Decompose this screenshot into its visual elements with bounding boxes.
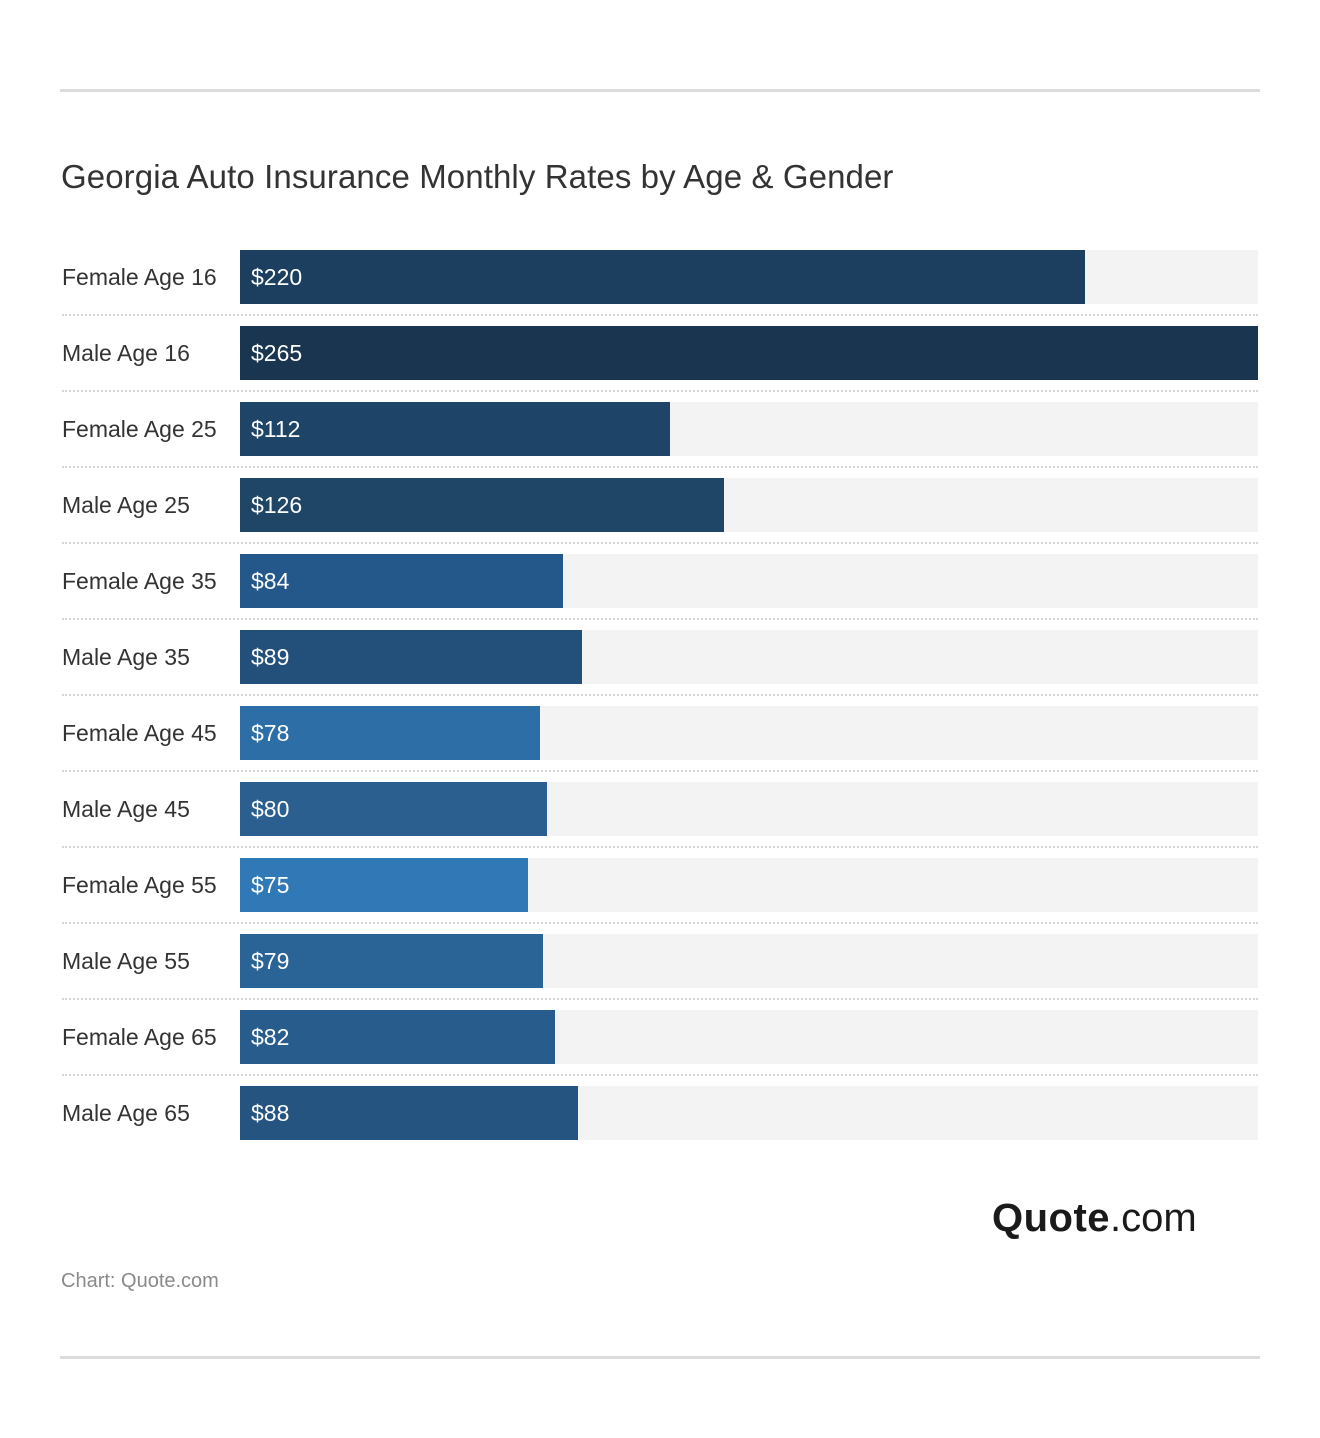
category-label: Female Age 65 <box>62 1024 217 1050</box>
bar-row: Female Age 45 $78 <box>60 706 1260 760</box>
bar: $75 <box>240 858 528 912</box>
bar-value-label: $112 <box>251 416 301 442</box>
bar: $78 <box>240 706 540 760</box>
category-label: Female Age 16 <box>62 264 217 290</box>
bar-row: Female Age 16 $220 <box>60 250 1260 304</box>
bar: $265 <box>240 326 1258 380</box>
bar: $89 <box>240 630 582 684</box>
chart-source: Chart: Quote.com <box>61 1270 219 1292</box>
category-label: Female Age 25 <box>62 416 217 442</box>
bar-row: Male Age 25 $126 <box>60 478 1260 532</box>
bar-track: $75 <box>240 858 1258 912</box>
bar: $80 <box>240 782 547 836</box>
bar-track: $80 <box>240 782 1258 836</box>
bar-row: Female Age 65 $82 <box>60 1010 1260 1064</box>
category-label: Female Age 45 <box>62 720 217 746</box>
bar-value-label: $88 <box>251 1100 290 1126</box>
bar-track: $88 <box>240 1086 1258 1140</box>
category-label: Female Age 35 <box>62 568 217 594</box>
chart-title: Georgia Auto Insurance Monthly Rates by … <box>61 158 894 195</box>
logo-wordmark: Quote <box>992 1196 1111 1240</box>
bar-value-label: $89 <box>251 644 290 670</box>
bar-value-label: $79 <box>251 948 290 974</box>
row-separator <box>62 390 1258 392</box>
row-separator <box>62 618 1258 620</box>
bar-value-label: $265 <box>251 340 303 366</box>
quote-logo: Quote.com <box>992 1196 1197 1241</box>
bar-track: $79 <box>240 934 1258 988</box>
bar-value-label: $220 <box>251 264 303 290</box>
bar-track: $112 <box>240 402 1258 456</box>
bar-value-label: $78 <box>251 720 290 746</box>
bar-row: Male Age 35 $89 <box>60 630 1260 684</box>
bar-row: Male Age 45 $80 <box>60 782 1260 836</box>
bar-chart: Female Age 16 $220 Male Age 16 $265 Female A… <box>60 250 1260 1150</box>
top-divider <box>60 89 1260 92</box>
bar: $220 <box>240 250 1085 304</box>
category-label: Male Age 55 <box>62 948 190 974</box>
bar-track: $82 <box>240 1010 1258 1064</box>
row-separator <box>62 846 1258 848</box>
category-label: Male Age 25 <box>62 492 190 518</box>
row-separator <box>62 1074 1258 1076</box>
row-separator <box>62 998 1258 1000</box>
row-separator <box>62 314 1258 316</box>
row-separator <box>62 770 1258 772</box>
bar-row: Female Age 25 $112 <box>60 402 1260 456</box>
bar-track: $78 <box>240 706 1258 760</box>
bar-value-label: $82 <box>251 1024 290 1050</box>
bar-value-label: $126 <box>251 492 303 518</box>
category-label: Male Age 65 <box>62 1100 190 1126</box>
bar-track: $84 <box>240 554 1258 608</box>
bar-track: $89 <box>240 630 1258 684</box>
category-label: Male Age 16 <box>62 340 190 366</box>
bar-value-label: $84 <box>251 568 290 594</box>
bar-track: $126 <box>240 478 1258 532</box>
row-separator <box>62 542 1258 544</box>
bar-row: Male Age 55 $79 <box>60 934 1260 988</box>
bar: $79 <box>240 934 543 988</box>
bar: $88 <box>240 1086 578 1140</box>
row-separator <box>62 922 1258 924</box>
bar-value-label: $75 <box>251 872 290 898</box>
row-separator <box>62 694 1258 696</box>
bar: $82 <box>240 1010 555 1064</box>
bar: $84 <box>240 554 563 608</box>
bottom-divider <box>60 1356 1260 1359</box>
bar-row: Female Age 35 $84 <box>60 554 1260 608</box>
bar-row: Male Age 16 $265 <box>60 326 1260 380</box>
bar-track: $220 <box>240 250 1258 304</box>
row-separator <box>62 466 1258 468</box>
bar-row: Female Age 55 $75 <box>60 858 1260 912</box>
bar-track: $265 <box>240 326 1258 380</box>
logo-domain: .com <box>1110 1196 1197 1240</box>
bar: $112 <box>240 402 670 456</box>
category-label: Female Age 55 <box>62 872 217 898</box>
bar-row: Male Age 65 $88 <box>60 1086 1260 1140</box>
category-label: Male Age 45 <box>62 796 190 822</box>
bar: $126 <box>240 478 724 532</box>
category-label: Male Age 35 <box>62 644 190 670</box>
bar-value-label: $80 <box>251 796 290 822</box>
